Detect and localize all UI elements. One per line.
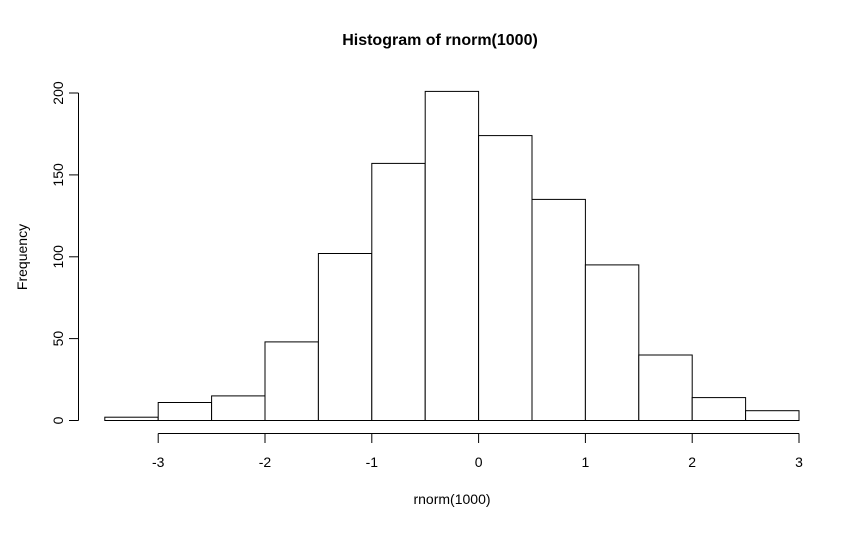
histogram-bar — [371, 162, 426, 421]
y-tick-label: 100 — [50, 245, 66, 269]
chart-title: Histogram of rnorm(1000) — [342, 32, 538, 49]
histogram-bar — [584, 264, 640, 421]
x-tick-label: 1 — [582, 454, 590, 470]
y-axis-label: Frequency — [14, 224, 30, 290]
histogram-bar — [478, 135, 533, 421]
histogram-bar — [424, 90, 480, 422]
histogram-bar — [531, 198, 586, 421]
histogram-bar — [638, 354, 693, 421]
x-tick-label: -1 — [366, 454, 379, 470]
x-tick-label: -2 — [259, 454, 272, 470]
histogram-bar — [157, 402, 213, 421]
x-tick-label: 3 — [795, 454, 803, 470]
x-tick-label: 0 — [475, 454, 483, 470]
y-tick-label: 0 — [50, 416, 66, 424]
y-tick-label: 150 — [50, 163, 66, 187]
histogram-bar — [264, 341, 319, 421]
histogram-bar — [104, 416, 159, 422]
histogram-bar — [211, 395, 266, 421]
x-tick-label: -3 — [152, 454, 165, 470]
y-tick-label: 200 — [50, 81, 66, 105]
x-axis: -3 -2 -1 0 1 2 3 — [152, 433, 803, 470]
histogram-bar — [745, 410, 800, 422]
x-axis-label: rnorm(1000) — [413, 491, 490, 507]
histogram-bar — [691, 397, 747, 422]
histogram-bar — [317, 253, 373, 421]
y-axis: 0 50 100 150 200 — [50, 81, 79, 424]
x-tick-label: 2 — [688, 454, 696, 470]
bars-group — [104, 90, 800, 422]
y-tick-label: 50 — [50, 331, 66, 347]
